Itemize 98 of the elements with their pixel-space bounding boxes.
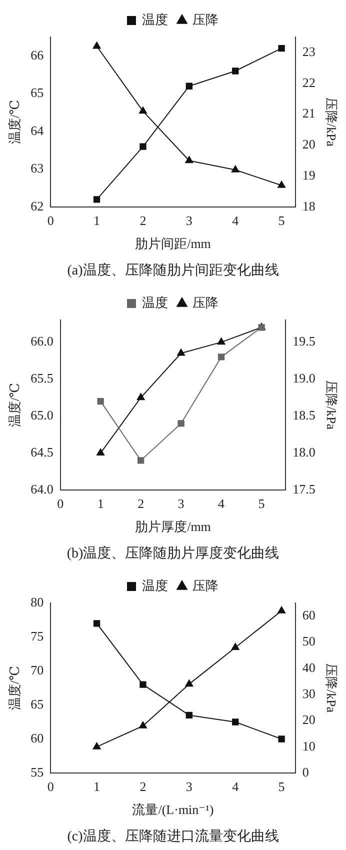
legend-label: 压降 — [192, 294, 218, 310]
x-tick-label: 0 — [47, 213, 54, 228]
y2-tick-label: 21 — [302, 106, 316, 121]
x-tick-label: 3 — [186, 779, 192, 794]
x-tick-label: 4 — [232, 779, 240, 794]
point — [177, 348, 186, 356]
x-tick-label: 0 — [47, 779, 54, 794]
point — [97, 398, 104, 405]
x-tick-label: 2 — [140, 213, 146, 228]
point — [92, 42, 101, 49]
point — [232, 68, 239, 74]
x-tick-label: 5 — [258, 496, 265, 512]
y2-tick-label: 18.5 — [292, 408, 316, 423]
y-axis-title: 温度/℃ — [7, 100, 22, 144]
y-tick-label: 65.0 — [30, 408, 54, 423]
point — [139, 721, 147, 728]
y-tick-label: 62 — [30, 198, 44, 214]
point — [278, 606, 286, 614]
x-tick-label: 1 — [97, 496, 104, 512]
y-tick-label: 75 — [30, 628, 44, 644]
y2-tick-label: 10 — [302, 738, 316, 754]
x-tick-label: 0 — [57, 496, 64, 512]
x-tick-label: 4 — [232, 213, 240, 228]
legend-label: 压降 — [192, 12, 218, 27]
point — [218, 354, 225, 360]
y-tick-label: 60 — [30, 730, 44, 746]
point — [278, 45, 285, 52]
x-tick-label: 3 — [178, 496, 184, 512]
y-tick-label: 65.5 — [30, 370, 54, 386]
point — [96, 448, 105, 456]
point — [217, 338, 226, 345]
point — [92, 742, 101, 750]
x-axis-title: 流量/(L·min⁻¹) — [132, 802, 214, 817]
point — [232, 718, 239, 726]
point — [231, 642, 240, 650]
point — [231, 165, 240, 172]
point — [178, 420, 184, 427]
y-tick-label: 55 — [30, 764, 44, 780]
y2-tick-label: 18.0 — [292, 444, 316, 460]
x-tick-label: 2 — [140, 779, 146, 794]
point — [93, 620, 100, 627]
legend-label: 压降 — [192, 578, 218, 593]
x-tick-label: 5 — [278, 779, 285, 794]
y-axis-title: 温度/℃ — [7, 666, 22, 710]
point — [140, 681, 146, 688]
y2-tick-label: 40 — [302, 660, 316, 675]
y2-tick-label: 18 — [302, 198, 316, 214]
y-tick-label: 70 — [30, 662, 44, 678]
y2-axis-title: 压降/kPa — [324, 663, 339, 713]
text: (b)温度、压降随肋片厚度变化曲线 — [66, 545, 280, 562]
y-tick-label: 64 — [30, 122, 44, 138]
y2-tick-label: 0 — [302, 764, 309, 780]
point — [137, 457, 144, 464]
point — [136, 393, 145, 400]
point — [278, 180, 286, 188]
legend-label: 温度 — [142, 12, 168, 27]
text: (a)温度、压降随肋片间距变化曲线 — [67, 262, 279, 278]
y-tick-label: 65 — [30, 85, 44, 100]
point — [139, 106, 147, 114]
y2-tick-label: 22 — [302, 74, 316, 90]
y2-axis-title: 压降/kPa — [324, 380, 339, 430]
y2-tick-label: 23 — [302, 44, 316, 59]
point — [185, 680, 194, 687]
y-tick-label: 63 — [30, 160, 44, 176]
y-tick-label: 80 — [30, 594, 44, 610]
y-tick-label: 64.0 — [30, 481, 54, 496]
y2-axis-title: 压降/kPa — [324, 97, 339, 147]
x-tick-label: 3 — [186, 213, 192, 228]
text: (c)温度、压降随进口流量变化曲线 — [67, 828, 279, 844]
x-tick-label: 4 — [218, 496, 226, 512]
x-axis-title: 肋片间距/mm — [135, 236, 211, 251]
point — [186, 712, 192, 719]
point — [93, 196, 100, 203]
x-tick-label: 1 — [94, 213, 100, 228]
y-tick-label: 64.5 — [30, 444, 54, 460]
x-axis-title: 肋片厚度/mm — [135, 518, 211, 534]
x-tick-label: 2 — [138, 496, 144, 512]
x-tick-label: 1 — [94, 779, 100, 794]
legend-label: 温度 — [142, 578, 168, 593]
point — [278, 736, 285, 742]
y2-tick-label: 50 — [302, 634, 316, 649]
y2-tick-label: 19.5 — [292, 334, 316, 349]
y-tick-label: 66.0 — [30, 334, 54, 349]
point — [186, 82, 192, 90]
y2-tick-label: 30 — [302, 686, 316, 701]
y-tick-label: 65 — [30, 696, 44, 712]
x-tick-label: 5 — [278, 213, 285, 228]
y2-tick-label: 20 — [302, 136, 316, 152]
y-axis-title: 温度/℃ — [7, 382, 22, 428]
point — [185, 156, 194, 164]
y2-tick-label: 19.0 — [292, 370, 316, 386]
point — [140, 143, 146, 150]
y-tick-label: 66 — [30, 47, 44, 62]
legend-label: 温度 — [142, 294, 168, 310]
y2-tick-label: 60 — [302, 608, 316, 622]
y2-tick-label: 20 — [302, 712, 316, 728]
y2-tick-label: 17.5 — [292, 481, 316, 496]
y2-tick-label: 19 — [302, 168, 316, 183]
